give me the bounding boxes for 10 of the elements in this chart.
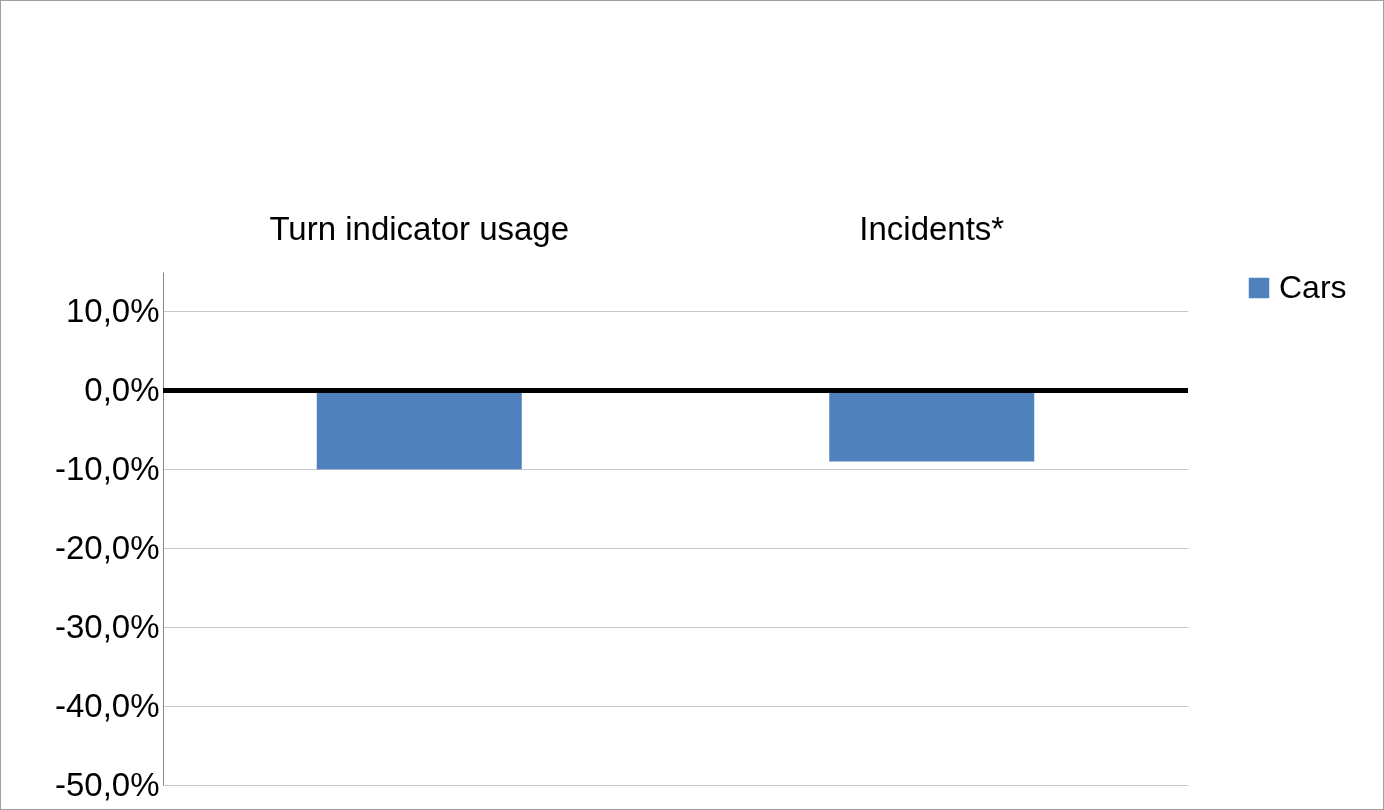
y-tick-label: -10,0%	[54, 449, 160, 487]
y-tick-label: -30,0%	[54, 607, 160, 645]
y-tick-label: 0,0%	[84, 370, 160, 408]
legend-label: Cars	[1279, 269, 1347, 305]
y-tick-label: 10,0%	[65, 291, 160, 329]
y-tick-label: -50,0%	[54, 765, 160, 803]
x-tick-label: Turn indicator usage	[269, 209, 570, 247]
y-tick-label: -40,0%	[54, 686, 160, 724]
y-tick-label: -20,0%	[54, 528, 160, 566]
x-tick-label: Incidents*	[859, 209, 1005, 247]
